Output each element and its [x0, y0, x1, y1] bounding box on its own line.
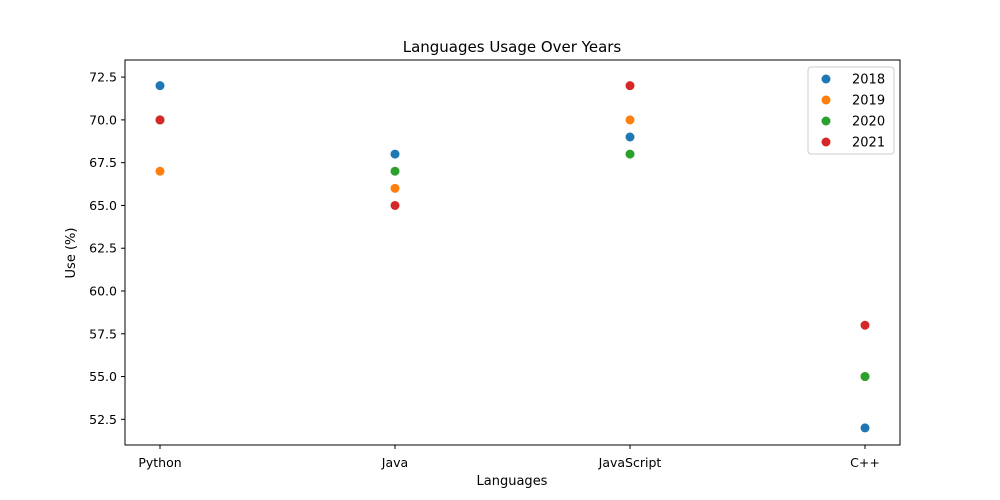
point-2021-java	[390, 200, 400, 210]
y-tick-label-62-5: 62.5	[89, 241, 117, 256]
y-tick-label-60-0: 60.0	[89, 284, 117, 299]
x-tick-label-javascript: JavaScript	[598, 455, 662, 470]
point-2018-python	[155, 81, 165, 91]
point-2020-cplusplus	[860, 372, 870, 382]
x-axis-label: Languages	[477, 474, 548, 489]
y-axis-label: Use (%)	[64, 228, 79, 279]
x-tick-label-cplusplus: C++	[850, 455, 880, 470]
point-2021-python	[155, 115, 165, 125]
legend-box	[807, 66, 895, 155]
y-tick-label-52-5: 52.5	[89, 412, 117, 427]
point-2021-javascript	[625, 81, 635, 91]
legend-label-2021: 2021	[852, 136, 885, 151]
point-2019-javascript	[625, 115, 635, 125]
point-2020-java	[390, 166, 400, 176]
point-2018-cplusplus	[860, 423, 870, 433]
point-2019-python	[155, 166, 165, 176]
x-tick-label-python: Python	[138, 455, 181, 470]
y-tick-label-67-5: 67.5	[89, 155, 117, 170]
legend-label-2020: 2020	[852, 115, 885, 130]
legend: 2018 2019 2020 2021	[807, 66, 895, 155]
legend-label-2018: 2018	[852, 73, 885, 88]
legend-marker-2018	[821, 74, 831, 84]
y-tick-label-70-0: 70.0	[89, 112, 117, 127]
x-tick-label-java: Java	[381, 455, 408, 470]
legend-marker-2019	[821, 95, 831, 105]
point-2019-java	[390, 183, 400, 193]
y-axis: 52.5 55.0 57.5 60.0 62.5 65.0 67.5 70.0 72.5	[89, 70, 125, 427]
x-axis: Python Java JavaScript C++	[138, 445, 880, 470]
y-tick-label-57-5: 57.5	[89, 326, 117, 341]
data-points	[155, 81, 870, 433]
point-2021-cplusplus	[860, 320, 870, 330]
plot-frame	[124, 59, 901, 446]
legend-marker-2020	[821, 116, 831, 126]
point-2020-javascript	[625, 149, 635, 159]
point-2018-javascript	[625, 132, 635, 142]
y-tick-label-55-0: 55.0	[89, 369, 117, 384]
y-tick-label-65-0: 65.0	[89, 198, 117, 213]
chart-title: Languages Usage Over Years	[403, 38, 622, 56]
legend-label-2019: 2019	[852, 94, 885, 109]
point-2018-java	[390, 149, 400, 159]
y-tick-label-72-5: 72.5	[89, 70, 117, 85]
legend-marker-2021	[821, 137, 831, 147]
